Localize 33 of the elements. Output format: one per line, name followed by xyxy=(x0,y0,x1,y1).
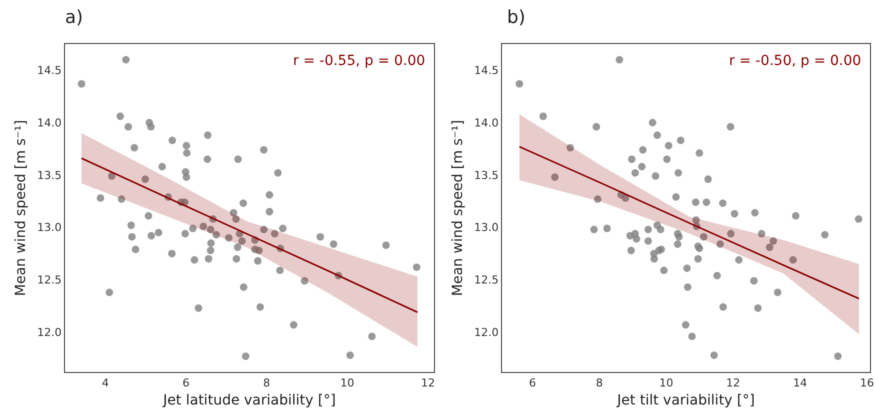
x-tick-label: 12 xyxy=(726,376,740,390)
line-series xyxy=(518,146,860,300)
x-tick-label: 14 xyxy=(793,376,808,390)
x-axis-title: Jet latitude variability [°] xyxy=(162,392,336,409)
y-tick-label: 14.5 xyxy=(474,64,499,78)
x-tick-label: 6 xyxy=(182,376,190,390)
y-tick-label: 13.0 xyxy=(37,221,62,234)
chart-title: b) xyxy=(507,7,526,28)
x-axis-title: Jet tilt variability [°] xyxy=(616,392,755,409)
x-tick-label: 10 xyxy=(340,376,354,390)
y-tick-label: 13.5 xyxy=(37,168,62,182)
y-tick-label: 14.0 xyxy=(474,116,499,130)
x-tick-label: 6 xyxy=(528,376,536,390)
x-tick-label: 8 xyxy=(263,376,270,390)
annotation: r = -0.50, p = 0.00 xyxy=(729,53,862,69)
annotation: r = -0.55, p = 0.00 xyxy=(293,53,426,69)
y-axis-title: Mean wind speed [m s⁻¹] xyxy=(450,120,466,296)
x-tick-label: 4 xyxy=(102,376,109,390)
y-tick-label: 13.0 xyxy=(474,221,499,234)
x-tick-label: 8 xyxy=(596,376,603,390)
y-tick-label: 12.5 xyxy=(474,274,499,287)
y-tick-label: 13.5 xyxy=(474,168,499,182)
chart-title: a) xyxy=(65,7,84,28)
y-tick-label: 14.5 xyxy=(37,64,62,78)
y-tick-label: 12.0 xyxy=(37,326,62,340)
x-tick-label: 12 xyxy=(420,376,435,390)
line-series xyxy=(80,157,418,314)
y-axis-title: Mean wind speed [m s⁻¹] xyxy=(12,120,29,296)
x-tick-label: 10 xyxy=(659,376,674,390)
y-tick-label: 12.5 xyxy=(37,274,62,287)
x-tick-label: 16 xyxy=(860,376,874,390)
y-tick-label: 14.0 xyxy=(37,116,62,130)
y-tick-label: 12.0 xyxy=(474,326,499,340)
